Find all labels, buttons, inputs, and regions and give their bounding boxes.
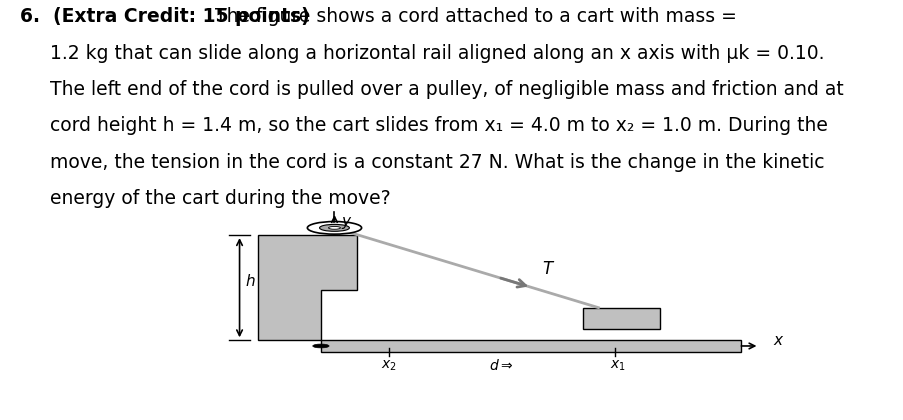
Text: x: x — [772, 333, 781, 348]
Circle shape — [312, 344, 329, 348]
Bar — [582, 307, 659, 328]
Circle shape — [328, 226, 340, 229]
Text: h: h — [246, 274, 256, 289]
Text: cord height h = 1.4 m, so the cart slides from x₁ = 4.0 m to x₂ = 1.0 m. During : cord height h = 1.4 m, so the cart slide… — [50, 116, 826, 135]
Text: move, the tension in the cord is a constant 27 N. What is the change in the kine: move, the tension in the cord is a const… — [50, 153, 824, 172]
Text: $x_2$: $x_2$ — [380, 358, 396, 373]
Circle shape — [307, 221, 361, 234]
Circle shape — [320, 224, 349, 231]
Text: energy of the cart during the move?: energy of the cart during the move? — [50, 189, 390, 208]
Bar — [321, 340, 740, 352]
Text: The left end of the cord is pulled over a pulley, of negligible mass and frictio: The left end of the cord is pulled over … — [50, 80, 842, 99]
Text: y: y — [341, 214, 350, 229]
Text: 6.  (Extra Credit: 15 points): 6. (Extra Credit: 15 points) — [20, 7, 310, 26]
Polygon shape — [257, 235, 357, 340]
Text: $d \Rightarrow$: $d \Rightarrow$ — [489, 358, 514, 373]
Text: 1.2 kg that can slide along a horizontal rail aligned along an x axis with μk = : 1.2 kg that can slide along a horizontal… — [50, 44, 824, 63]
Text: $x_1$: $x_1$ — [609, 358, 625, 373]
Text: T: T — [542, 260, 552, 278]
Text: The figure shows a cord attached to a cart with mass =: The figure shows a cord attached to a ca… — [209, 7, 736, 26]
